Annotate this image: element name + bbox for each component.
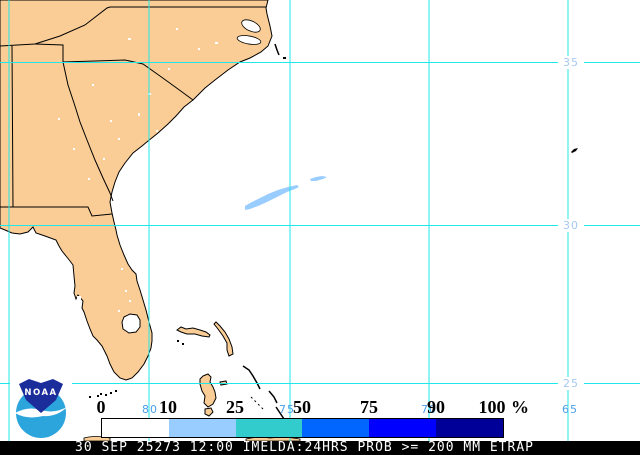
legend-segment-25-50: [235, 419, 303, 437]
legend-tick-100: 100: [478, 397, 506, 417]
legend-tick-25: 25: [226, 397, 244, 417]
lon-label-70w: 70: [421, 403, 437, 416]
noaa-logo-graphic: NOAA: [15, 379, 67, 438]
bimini-islands: [177, 340, 179, 342]
inland-lakes: [58, 28, 218, 312]
lat-label-35n: 35: [558, 56, 584, 69]
abaco-island: [213, 321, 234, 357]
legend-tick-10: 10: [159, 397, 177, 417]
bermuda-island: [571, 148, 578, 153]
noaa-logo-kite: [19, 379, 63, 413]
tampa-bay: [77, 296, 81, 304]
legend-tick-0: 0: [96, 397, 106, 417]
legend-tick-90: 90: [427, 397, 445, 417]
legend-segment-10-25: [168, 419, 236, 437]
legend-segment-50-75: [302, 419, 370, 437]
status-bar: 30 SEP 25273 12:00 IMELDA:24HRS PROB >= …: [0, 441, 640, 455]
lat-label-25n: 25: [558, 377, 584, 390]
andros-island: [199, 373, 217, 408]
legend-segment-90-100: [436, 419, 503, 437]
south-andros-island: [204, 407, 214, 417]
legend-tick-75: 75: [360, 397, 378, 417]
florida-keys: [89, 390, 117, 398]
eleuthera-island: [242, 365, 261, 390]
lon-label-65w: 65: [562, 403, 578, 416]
lon-label-80w: 80: [142, 403, 158, 416]
noaa-logo: NOAA: [10, 377, 72, 439]
legend-segment-75-90: [369, 419, 437, 437]
rain-probability-streak-main: [245, 185, 299, 210]
legend-segment-0-10: [102, 419, 169, 437]
legend-colorbar: [101, 418, 504, 438]
legend-tick-50: 50: [293, 397, 311, 417]
bahamas-islands: [176, 321, 285, 420]
status-bar-text: 30 SEP 25273 12:00 IMELDA:24HRS PROB >= …: [75, 440, 534, 455]
state-borders: [0, 6, 266, 217]
lat-label-30n: 30: [558, 219, 584, 232]
cat-island: [268, 390, 278, 404]
grand-bahama-island: [176, 326, 211, 338]
rain-probability-streak-small: [310, 176, 327, 181]
legend-unit-label: %: [511, 397, 529, 417]
lon-label-75w: 75: [279, 403, 295, 416]
lake-okeechobee: [121, 313, 141, 334]
noaa-logo-text: NOAA: [24, 388, 57, 398]
pamlico-sound: [236, 19, 286, 59]
long-island: [275, 406, 285, 420]
